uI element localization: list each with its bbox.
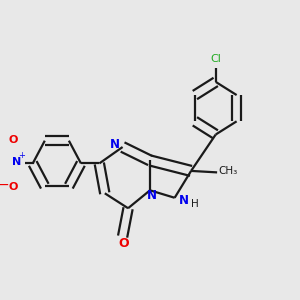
Text: N: N — [12, 157, 22, 167]
Text: Cl: Cl — [210, 54, 221, 64]
Text: N: N — [147, 189, 157, 202]
Text: O: O — [9, 134, 18, 145]
Text: O: O — [9, 182, 18, 192]
Text: CH₃: CH₃ — [218, 166, 238, 176]
Text: H: H — [190, 199, 198, 209]
Text: −: − — [0, 178, 9, 192]
Text: N: N — [110, 138, 120, 151]
Text: +: + — [18, 151, 25, 160]
Text: N: N — [178, 194, 188, 207]
Text: O: O — [118, 237, 129, 250]
